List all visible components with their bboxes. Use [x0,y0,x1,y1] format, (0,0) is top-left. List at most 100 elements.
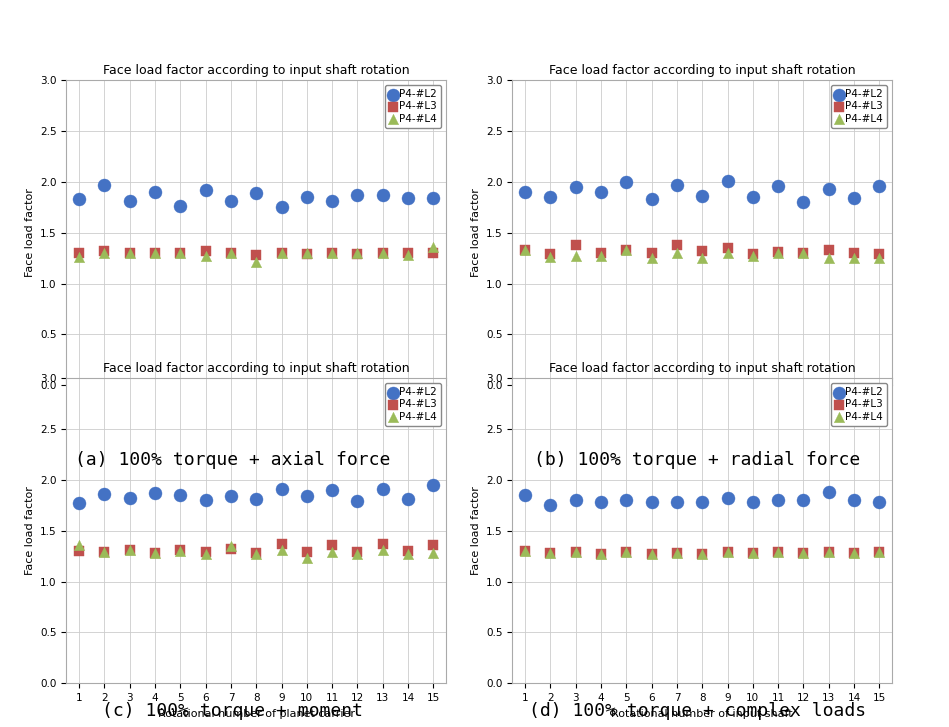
P4-#L4 [122,545,138,556]
P4-#L4 [122,247,138,259]
P4-#L4 [720,247,735,259]
P4-#L3 [543,547,558,559]
P4-#L2 [71,193,86,205]
P4-#L4 [543,252,558,263]
Title: Face load factor according to input shaft rotation: Face load factor according to input shaf… [102,363,410,375]
Y-axis label: Face load factor: Face load factor [471,486,480,575]
P4-#L2 [426,192,441,204]
P4-#L3 [223,247,238,259]
P4-#L3 [173,545,188,556]
P4-#L4 [71,539,86,551]
P4-#L3 [426,539,441,551]
P4-#L2 [619,176,634,188]
P4-#L4 [796,247,811,259]
P4-#L4 [97,546,112,558]
P4-#L4 [745,250,760,262]
P4-#L4 [147,247,162,259]
P4-#L4 [619,244,634,256]
Title: Face load factor according to input shaft rotation: Face load factor according to input shaf… [549,65,856,77]
P4-#L4 [299,247,314,259]
P4-#L3 [872,248,887,260]
P4-#L2 [249,494,264,505]
P4-#L3 [720,546,735,558]
P4-#L2 [97,489,112,500]
P4-#L2 [771,494,786,506]
P4-#L4 [400,249,416,261]
P4-#L2 [745,497,760,508]
P4-#L4 [695,252,710,264]
P4-#L2 [325,196,340,207]
P4-#L2 [745,191,760,203]
P4-#L2 [122,492,138,504]
P4-#L2 [771,180,786,192]
P4-#L4 [198,250,214,262]
P4-#L2 [97,179,112,190]
P4-#L2 [644,193,660,205]
P4-#L2 [847,192,862,204]
P4-#L2 [517,489,532,501]
P4-#L3 [274,538,289,550]
P4-#L2 [122,196,138,207]
P4-#L3 [796,247,811,259]
P4-#L3 [325,539,340,551]
Legend: P4-#L2, P4-#L3, P4-#L4: P4-#L2, P4-#L3, P4-#L4 [831,383,887,426]
P4-#L4 [644,548,660,560]
P4-#L4 [350,247,365,259]
P4-#L2 [400,494,416,505]
P4-#L3 [71,545,86,557]
P4-#L2 [249,187,264,198]
P4-#L2 [274,483,289,495]
P4-#L2 [543,191,558,203]
P4-#L3 [669,239,684,251]
P4-#L4 [274,247,289,259]
P4-#L4 [375,545,390,556]
P4-#L3 [350,546,365,558]
P4-#L3 [325,247,340,259]
P4-#L2 [198,184,214,196]
P4-#L3 [619,546,634,558]
P4-#L3 [568,546,584,558]
P4-#L3 [350,248,365,260]
P4-#L3 [299,546,314,558]
P4-#L3 [568,239,584,251]
P4-#L2 [619,494,634,506]
P4-#L4 [325,247,340,259]
P4-#L3 [147,247,162,259]
P4-#L3 [745,547,760,559]
P4-#L3 [249,547,264,559]
P4-#L3 [71,247,86,259]
P4-#L4 [872,252,887,264]
P4-#L2 [173,489,188,501]
P4-#L3 [122,247,138,259]
Y-axis label: Face load factor: Face load factor [25,188,34,277]
P4-#L4 [97,247,112,259]
P4-#L3 [249,249,264,261]
P4-#L3 [644,247,660,259]
P4-#L4 [593,250,608,262]
P4-#L3 [847,247,862,259]
P4-#L3 [847,547,862,559]
P4-#L4 [644,252,660,264]
P4-#L4 [821,252,836,264]
P4-#L3 [299,248,314,260]
P4-#L3 [198,245,214,257]
P4-#L2 [543,499,558,511]
X-axis label: Rotational number of input shaft: Rotational number of input shaft [165,411,347,421]
P4-#L3 [274,247,289,259]
P4-#L4 [771,546,786,558]
P4-#L3 [375,247,390,259]
P4-#L2 [147,186,162,198]
P4-#L3 [517,545,532,557]
X-axis label: Rotational number of input shaft: Rotational number of input shaft [611,709,793,719]
P4-#L4 [249,257,264,268]
P4-#L4 [173,247,188,259]
P4-#L3 [720,242,735,254]
Legend: P4-#L2, P4-#L3, P4-#L4: P4-#L2, P4-#L3, P4-#L4 [831,85,887,128]
P4-#L3 [543,248,558,260]
P4-#L2 [720,492,735,504]
P4-#L4 [669,547,684,559]
X-axis label: Rotational number of input shaft: Rotational number of input shaft [611,411,793,421]
P4-#L4 [872,546,887,558]
P4-#L3 [426,247,441,259]
P4-#L2 [593,186,608,198]
